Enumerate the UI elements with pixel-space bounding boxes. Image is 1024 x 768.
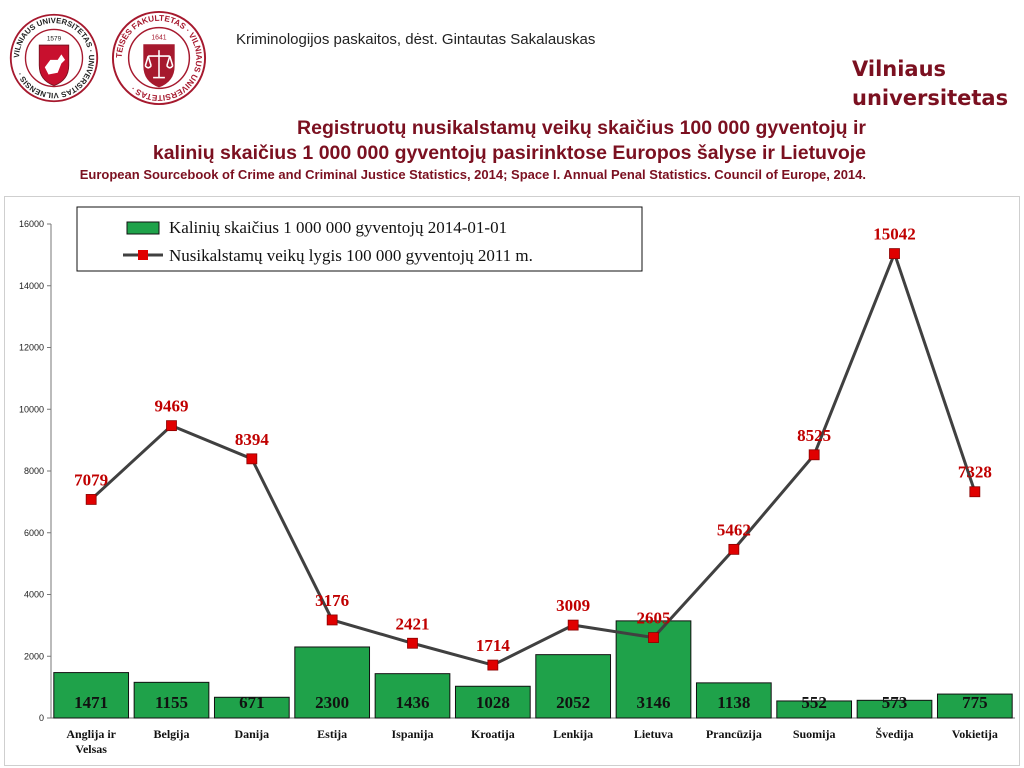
y-tick-label: 14000 xyxy=(19,281,44,291)
lecture-caption: Kriminologijos paskaitos, dėst. Gintauta… xyxy=(236,31,596,48)
brand-line-2: universitetas xyxy=(852,86,1009,110)
crime-rate-marker xyxy=(407,637,418,649)
bar-prisoners xyxy=(213,696,290,719)
vilnius-university-seal-logo: VILNIAUS UNIVERSITETAS · UNIVERSITAS VIL… xyxy=(9,13,99,103)
bar-prisoners xyxy=(133,681,210,719)
y-tick-label: 10000 xyxy=(19,404,44,414)
bar-prisoners xyxy=(535,654,612,719)
crime-rate-value-label: 15042 xyxy=(873,225,916,244)
x-category-label: Suomija xyxy=(793,727,836,741)
bar-prisoners xyxy=(936,693,1013,719)
crime-rate-value-label: 2605 xyxy=(637,609,671,628)
bar-value-label: 2052 xyxy=(556,693,590,712)
crime-rate-marker xyxy=(166,420,177,432)
tf-year: 1641 xyxy=(151,34,166,41)
y-tick-label: 8000 xyxy=(24,466,44,476)
legend-label-line: Nusikalstamų veikų lygis 100 000 gyvento… xyxy=(169,246,533,265)
bar-prisoners xyxy=(53,672,130,719)
bar-value-label: 1155 xyxy=(155,693,188,712)
x-category-label: Lietuva xyxy=(634,727,673,741)
y-tick-label: 4000 xyxy=(24,590,44,600)
crime-rate-marker xyxy=(808,449,820,461)
y-tick-label: 12000 xyxy=(19,343,44,353)
crime-rate-value-label: 7328 xyxy=(958,463,992,482)
bar-prisoners xyxy=(695,682,772,719)
bar-value-label: 2300 xyxy=(315,693,349,712)
crime-rate-marker xyxy=(889,248,900,259)
x-category-label: Lenkija xyxy=(553,727,593,741)
bar-value-label: 573 xyxy=(882,693,908,712)
bar-value-label: 1138 xyxy=(717,693,750,712)
bar-prisoners xyxy=(776,700,853,719)
x-category-label: Kroatija xyxy=(471,727,515,741)
x-category-label: Danija xyxy=(234,727,269,741)
legend-swatch-bars xyxy=(126,221,160,235)
x-category-label: Prancūzija xyxy=(706,727,762,741)
y-tick-label: 2000 xyxy=(24,651,44,661)
bar-prisoners xyxy=(374,673,451,719)
crime-rate-marker xyxy=(487,659,499,671)
bar-prisoners xyxy=(294,646,371,719)
title-line-1: Registruotų nusikalstamų veikų skaičius … xyxy=(297,117,866,139)
crime-rate-value-label: 5462 xyxy=(717,520,751,539)
bar-value-label: 552 xyxy=(801,693,827,712)
bar-value-label: 1471 xyxy=(74,693,108,712)
x-category-label: Anglija ir Velsas xyxy=(66,727,116,756)
bar-value-label: 775 xyxy=(962,693,988,712)
crime-rate-value-label: 9469 xyxy=(155,397,189,416)
y-tick-label: 16000 xyxy=(19,219,44,229)
title-line-2: kalinių skaičius 1 000 000 gyventojų pas… xyxy=(152,142,866,164)
chart-area: 0 2000 4000 6000 8000 10000 12000 14000 16000 Ang… xyxy=(4,196,1020,766)
crime-rate-line xyxy=(90,249,977,667)
bar-value-label: 1028 xyxy=(476,693,510,712)
crime-rate-marker xyxy=(969,486,981,498)
crime-rate-marker xyxy=(728,543,740,555)
legend-label-bars: Kalinių skaičius 1 000 000 gyventojų 201… xyxy=(169,218,507,237)
crime-rate-marker xyxy=(648,632,659,643)
bar-value-label: 671 xyxy=(239,693,265,712)
legend-swatch-marker xyxy=(138,250,148,260)
x-category-label: Ispanija xyxy=(391,727,433,741)
crime-rate-marker xyxy=(326,614,338,626)
x-category-label: Estija xyxy=(317,727,347,741)
bar-prisoners xyxy=(856,699,933,719)
crime-rate-marker xyxy=(246,453,258,465)
legend-box xyxy=(76,206,643,272)
crime-rate-marker xyxy=(567,619,579,631)
crime-rate-value-label: 3176 xyxy=(315,591,349,610)
crime-rate-value-label: 8525 xyxy=(797,426,831,445)
bar-value-label: 1436 xyxy=(396,693,430,712)
crime-rate-value-label: 8394 xyxy=(235,430,270,449)
x-category-label: Vokietija xyxy=(952,727,998,741)
vilnius-university-wordmark: Vilniaus universitetas xyxy=(852,55,1008,113)
chart-source-subtitle: European Sourcebook of Crime and Crimina… xyxy=(79,167,866,182)
vu-year: 1579 xyxy=(47,36,62,43)
crime-rate-value-label: 7079 xyxy=(74,470,108,489)
bar-prisoners xyxy=(454,685,531,719)
bar-value-label: 3146 xyxy=(637,693,671,712)
y-tick-label: 6000 xyxy=(24,528,44,538)
brand-line-1: Vilniaus xyxy=(852,57,947,81)
crime-rate-value-label: 1714 xyxy=(476,636,511,655)
crime-rate-value-label: 3009 xyxy=(556,596,590,615)
combo-chart: 0 2000 4000 6000 8000 10000 12000 14000 16000 Ang… xyxy=(19,206,1015,756)
y-tick-label: 0 xyxy=(39,713,44,723)
chart-title: Registruotų nusikalstamų veikų skaičius … xyxy=(153,116,866,166)
x-category-label: Belgija xyxy=(154,727,190,741)
x-category-label: Švedija xyxy=(875,727,913,741)
crime-rate-marker xyxy=(85,494,97,505)
crime-rate-value-label: 2421 xyxy=(396,614,430,633)
law-faculty-seal-logo: TEISĖS FAKULTETAS · VILNIAUS UNIVERSITET… xyxy=(111,10,207,106)
